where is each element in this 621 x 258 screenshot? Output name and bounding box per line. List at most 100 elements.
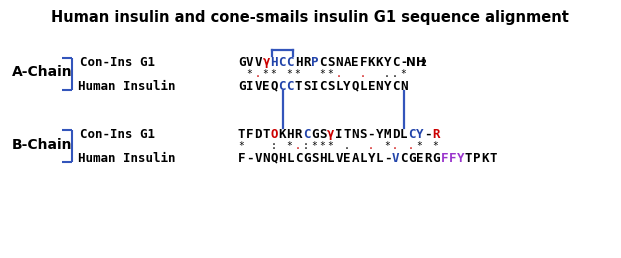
Text: S: S xyxy=(311,151,319,165)
Text: Y: Y xyxy=(456,151,465,165)
Text: D: D xyxy=(254,127,261,141)
Text: K: K xyxy=(278,127,286,141)
Text: *: * xyxy=(319,69,325,79)
Text: R: R xyxy=(432,127,440,141)
Text: .: . xyxy=(254,69,260,79)
Text: L: L xyxy=(360,151,367,165)
Text: T: T xyxy=(343,127,351,141)
Text: P: P xyxy=(311,55,319,69)
Text: F: F xyxy=(440,151,448,165)
Text: A: A xyxy=(343,55,351,69)
Text: H: H xyxy=(295,55,302,69)
Text: O: O xyxy=(270,127,278,141)
Text: G: G xyxy=(303,151,310,165)
Text: B-Chain: B-Chain xyxy=(12,138,73,152)
Text: H: H xyxy=(278,151,286,165)
Text: L: L xyxy=(376,151,383,165)
Text: N: N xyxy=(376,79,383,93)
Text: S: S xyxy=(303,79,310,93)
Text: C: C xyxy=(287,55,294,69)
Text: S: S xyxy=(327,55,335,69)
Text: N: N xyxy=(262,151,270,165)
Text: S: S xyxy=(319,127,327,141)
Text: V: V xyxy=(246,55,253,69)
Text: Human insulin and cone-smails insulin G1 sequence alignment: Human insulin and cone-smails insulin G1… xyxy=(51,10,569,25)
Text: T: T xyxy=(238,127,245,141)
Text: T: T xyxy=(489,151,497,165)
Text: Q: Q xyxy=(270,79,278,93)
Text: L: L xyxy=(327,151,335,165)
Text: γ: γ xyxy=(262,55,270,69)
Text: G: G xyxy=(238,55,245,69)
Text: -NH: -NH xyxy=(401,55,426,69)
Text: S: S xyxy=(327,79,335,93)
Text: .: . xyxy=(392,69,398,79)
Text: *: * xyxy=(270,69,276,79)
Text: Human Insulin: Human Insulin xyxy=(78,151,176,165)
Text: H: H xyxy=(270,55,278,69)
Text: *: * xyxy=(295,69,301,79)
Text: F: F xyxy=(360,55,367,69)
Text: K: K xyxy=(481,151,489,165)
Text: .: . xyxy=(392,141,398,151)
Text: I: I xyxy=(311,79,319,93)
Text: L: L xyxy=(335,79,343,93)
Text: E: E xyxy=(262,79,270,93)
Text: G: G xyxy=(408,151,415,165)
Text: Y: Y xyxy=(343,79,351,93)
Text: E: E xyxy=(368,79,375,93)
Text: *: * xyxy=(287,69,292,79)
Text: H: H xyxy=(287,127,294,141)
Text: Con-Ins G1: Con-Ins G1 xyxy=(80,127,155,141)
Text: V: V xyxy=(392,151,399,165)
Text: .: . xyxy=(384,69,389,79)
Text: C: C xyxy=(392,79,399,93)
Text: C: C xyxy=(303,127,310,141)
Text: *: * xyxy=(246,69,252,79)
Text: E: E xyxy=(343,151,351,165)
Text: G: G xyxy=(311,127,319,141)
Text: *: * xyxy=(400,69,406,79)
Text: Y: Y xyxy=(384,79,391,93)
Text: L: L xyxy=(287,151,294,165)
Text: .: . xyxy=(343,141,349,151)
Text: N: N xyxy=(351,127,359,141)
Text: *: * xyxy=(319,141,325,151)
Text: .: . xyxy=(335,69,341,79)
Text: V: V xyxy=(335,151,343,165)
Text: -: - xyxy=(424,127,432,141)
Text: *: * xyxy=(384,141,389,151)
Text: I: I xyxy=(335,127,343,141)
Text: S: S xyxy=(360,127,367,141)
Text: C: C xyxy=(392,55,399,69)
Text: -: - xyxy=(384,151,391,165)
Text: M: M xyxy=(384,127,391,141)
Text: .: . xyxy=(368,141,373,151)
Text: :: : xyxy=(303,141,309,151)
Text: *: * xyxy=(327,141,333,151)
Text: D: D xyxy=(392,127,399,141)
Text: L: L xyxy=(360,79,367,93)
Text: Q: Q xyxy=(351,79,359,93)
Text: :: : xyxy=(270,141,276,151)
Text: V: V xyxy=(254,79,261,93)
Text: Y: Y xyxy=(416,127,424,141)
Text: Y: Y xyxy=(384,55,391,69)
Text: *: * xyxy=(287,141,292,151)
Text: F: F xyxy=(246,127,253,141)
Text: C: C xyxy=(408,127,415,141)
Text: Human Insulin: Human Insulin xyxy=(78,79,176,93)
Text: H: H xyxy=(319,151,327,165)
Text: V: V xyxy=(254,151,261,165)
Text: V: V xyxy=(254,55,261,69)
Text: I: I xyxy=(246,79,253,93)
Text: -: - xyxy=(246,151,253,165)
Text: G: G xyxy=(432,151,440,165)
Text: *: * xyxy=(311,141,317,151)
Text: γ: γ xyxy=(327,127,335,141)
Text: *: * xyxy=(262,69,268,79)
Text: .: . xyxy=(408,141,414,151)
Text: E: E xyxy=(416,151,424,165)
Text: F: F xyxy=(238,151,245,165)
Text: R: R xyxy=(424,151,432,165)
